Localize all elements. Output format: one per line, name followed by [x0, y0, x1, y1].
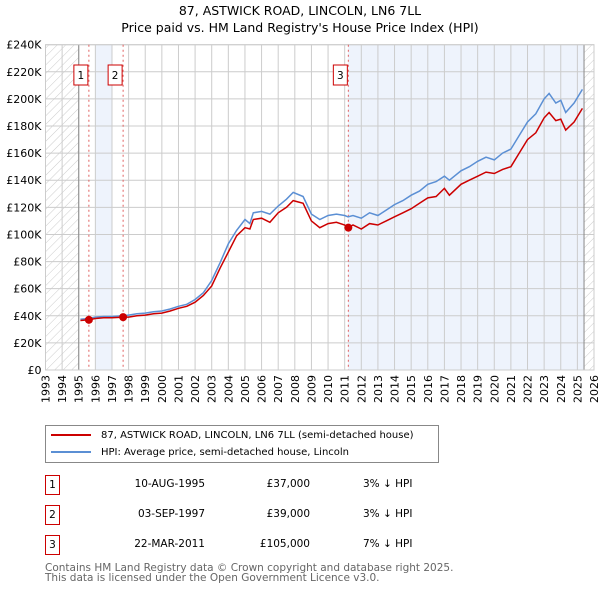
legend-item-property: 87, ASTWICK ROAD, LINCOLN, LN6 7LL (semi… — [51, 427, 414, 443]
x-tick-label: 2012 — [355, 375, 368, 403]
plot-border — [45, 44, 595, 371]
y-tick-label: £0 — [28, 364, 42, 377]
x-tick-label: 2023 — [538, 375, 551, 403]
chart-title: 87, ASTWICK ROAD, LINCOLN, LN6 7LL — [178, 3, 422, 18]
legend-label: HPI: Average price, semi-detached house,… — [101, 446, 350, 458]
x-tick-label: 2003 — [206, 375, 219, 403]
table-row: 3 22-MAR-2011 £105,000 7% ↓ HPI — [45, 535, 445, 555]
x-tick-label: 2016 — [422, 375, 435, 403]
y-tick-label: £180K — [6, 120, 42, 133]
x-tick-label: 2015 — [405, 375, 418, 403]
y-tick-label: £140K — [6, 174, 42, 187]
x-tick-label: 1994 — [56, 375, 69, 403]
legend-swatch-red — [51, 434, 91, 436]
sale-label-number: 2 — [112, 70, 119, 82]
x-tick-label: 2022 — [522, 375, 535, 403]
sale-label-number: 3 — [337, 70, 344, 82]
sale-label-number: 1 — [78, 70, 85, 82]
legend: 87, ASTWICK ROAD, LINCOLN, LN6 7LL (semi… — [45, 425, 439, 463]
x-tick-label: 1993 — [40, 375, 53, 403]
y-tick-label: £120K — [6, 201, 42, 214]
x-tick-label: 2013 — [372, 375, 385, 403]
x-tick-label: 2009 — [305, 375, 318, 403]
legend-item-hpi: HPI: Average price, semi-detached house,… — [51, 444, 349, 460]
y-tick-label: £200K — [6, 93, 42, 106]
x-tick-label: 1998 — [123, 375, 136, 403]
sale-label-2: 2 — [107, 64, 123, 86]
chart-subtitle: Price paid vs. HM Land Registry's House … — [121, 20, 479, 35]
x-tick-label: 2017 — [438, 375, 451, 403]
x-tick-label: 2014 — [389, 375, 402, 403]
table-row: 1 10-AUG-1995 £37,000 3% ↓ HPI — [45, 475, 445, 495]
x-tick-label: 2011 — [339, 375, 352, 403]
sale-price: £105,000 — [259, 538, 310, 550]
y-tick-label: £60K — [13, 283, 42, 296]
x-tick-label: 2010 — [322, 375, 335, 403]
x-tick-label: 2024 — [555, 375, 568, 403]
sale-date: 10-AUG-1995 — [134, 478, 205, 490]
x-tick-label: 2002 — [189, 375, 202, 403]
sale-point — [84, 315, 93, 324]
sale-date: 22-MAR-2011 — [134, 538, 205, 550]
sale-point — [119, 313, 128, 322]
y-tick-label: £40K — [13, 310, 42, 323]
marker-badge: 3 — [45, 535, 60, 555]
sale-label-box — [73, 64, 89, 86]
x-tick-label: 2019 — [472, 375, 485, 403]
hpi-diff: 7% ↓ HPI — [363, 538, 413, 550]
x-tick-label: 2025 — [571, 375, 584, 403]
x-tick-label: 1997 — [106, 375, 119, 403]
footer-licence: This data is licensed under the Open Gov… — [45, 572, 380, 584]
y-tick-label: £20K — [13, 337, 42, 350]
sale-price: £37,000 — [266, 478, 310, 490]
hpi-line — [80, 89, 584, 320]
x-tick-label: 1995 — [73, 375, 86, 403]
x-tick-label: 2026 — [588, 375, 600, 403]
x-tick-label: 2008 — [289, 375, 302, 403]
y-tick-label: £220K — [6, 66, 42, 79]
sale-label-box — [107, 64, 123, 86]
x-tick-label: 2006 — [256, 375, 269, 403]
x-tick-label: 2000 — [156, 375, 169, 403]
table-row: 2 03-SEP-1997 £39,000 3% ↓ HPI — [45, 505, 445, 525]
y-tick-label: £240K — [6, 39, 42, 52]
hpi-diff: 3% ↓ HPI — [363, 478, 413, 490]
x-tick-label: 1999 — [139, 375, 152, 403]
x-tick-label: 2001 — [172, 375, 185, 403]
property-price-line — [80, 108, 584, 322]
sale-label-box — [332, 64, 348, 86]
x-tick-label: 2004 — [222, 375, 235, 403]
sale-price: £39,000 — [266, 508, 310, 520]
marker-badge: 1 — [45, 475, 60, 495]
hpi-diff: 3% ↓ HPI — [363, 508, 413, 520]
footer-copyright: Contains HM Land Registry data © Crown c… — [45, 562, 454, 574]
x-tick-label: 2021 — [505, 375, 518, 403]
sale-label-3: 3 — [332, 64, 348, 86]
legend-swatch-blue — [51, 451, 91, 453]
legend-label: 87, ASTWICK ROAD, LINCOLN, LN6 7LL (semi… — [101, 429, 414, 441]
x-tick-label: 2007 — [272, 375, 285, 403]
x-tick-label: 1996 — [89, 375, 102, 403]
y-tick-label: £80K — [13, 256, 42, 269]
sale-point — [344, 223, 353, 232]
sale-date: 03-SEP-1997 — [137, 508, 205, 520]
x-tick-label: 2020 — [488, 375, 501, 403]
marker-badge: 2 — [45, 505, 60, 525]
price-chart: 1993 1994 1995 1996 1997 1998 1999 2000 2001 2002… — [6, 39, 600, 403]
y-tick-label: £160K — [6, 147, 42, 160]
sale-label-1: 1 — [73, 64, 89, 86]
x-tick-label: 2018 — [455, 375, 468, 403]
y-tick-label: £100K — [6, 228, 42, 241]
x-tick-label: 2005 — [239, 375, 252, 403]
